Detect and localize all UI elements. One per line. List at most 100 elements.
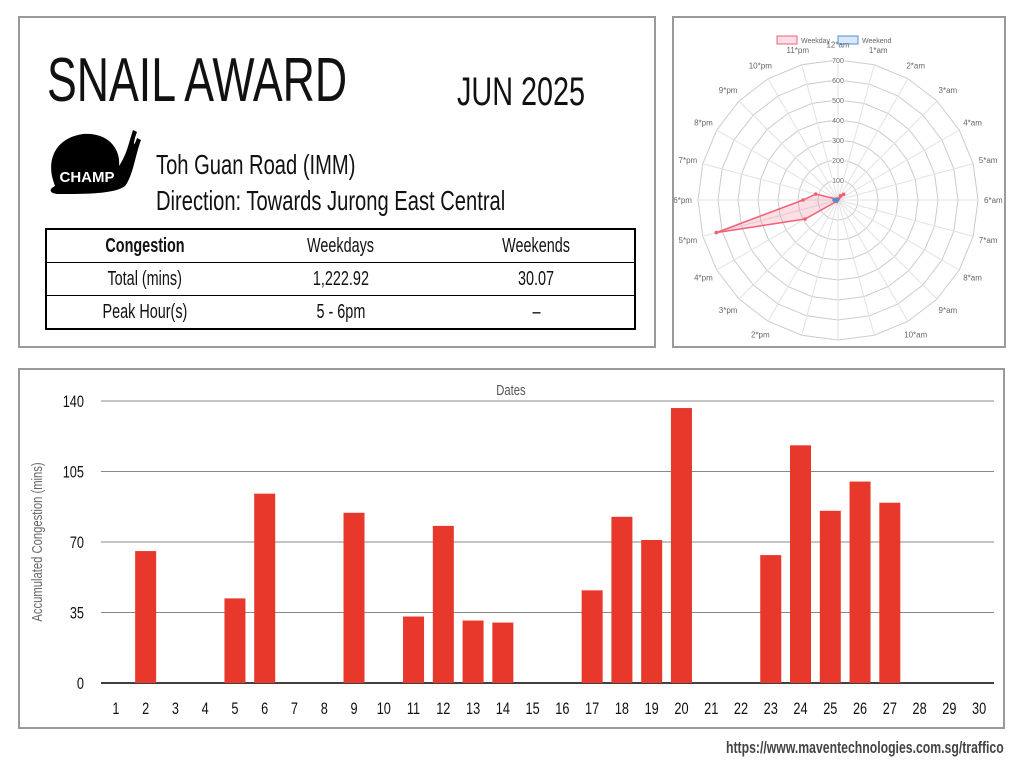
- x-tick-label: 3: [172, 699, 179, 718]
- bar: [581, 590, 603, 683]
- radar-tick-label: 400: [832, 118, 844, 125]
- radar-hour-label: 9*pm: [719, 86, 738, 95]
- radar-spoke: [716, 129, 839, 201]
- radar-hour-label: 8*pm: [694, 118, 713, 127]
- radar-point: [813, 192, 818, 196]
- radar-hour-label: 5*am: [979, 156, 998, 165]
- x-tick-label: 17: [585, 699, 599, 718]
- x-tick-label: 23: [764, 699, 778, 718]
- radar-point: [841, 192, 846, 197]
- radar-spoke: [837, 199, 974, 237]
- bar: [760, 555, 782, 683]
- road-direction: Direction: Towards Jurong East Central: [156, 185, 506, 216]
- radar-spoke: [837, 163, 974, 201]
- bar: [462, 620, 484, 683]
- bar: [849, 481, 871, 683]
- x-tick-label: 15: [526, 699, 540, 718]
- x-tick-label: 16: [555, 699, 569, 718]
- radar-spoke: [837, 199, 960, 271]
- legend-label-weekday: Weekday: [801, 38, 831, 45]
- y-axis-label: Accumulated Congestion (mins): [28, 462, 45, 621]
- radar-hour-label: 10*pm: [749, 61, 772, 70]
- radar-tick-label: 100: [832, 178, 844, 185]
- y-tick-label: 0: [77, 674, 84, 693]
- radar-spoke: [738, 100, 839, 201]
- x-tick-label: 9: [350, 699, 357, 718]
- legend-swatch-weekend: [837, 35, 859, 45]
- radar-point: [803, 217, 807, 221]
- x-tick-label: 6: [261, 699, 268, 718]
- radar-spoke: [801, 64, 839, 201]
- radar-spoke: [801, 199, 839, 336]
- x-tick-label: 14: [496, 699, 510, 718]
- table-row: Total (mins) 1,222.92 30.07: [46, 262, 635, 296]
- radar-hour-label: 1*am: [869, 46, 888, 55]
- row-label: Total (mins): [46, 262, 243, 296]
- svg-text:CHAMP: CHAMP: [60, 169, 115, 186]
- radar-hour-label: 6*am: [984, 196, 1003, 205]
- bar: [432, 525, 454, 683]
- row-label: Peak Hour(s): [46, 295, 243, 329]
- y-tick-label: 35: [70, 604, 84, 623]
- x-tick-label: 27: [883, 699, 897, 718]
- radar-hour-label: 10*am: [904, 331, 927, 340]
- radar-spoke: [837, 199, 909, 322]
- bar: [135, 551, 157, 683]
- congestion-table: Congestion Weekdays Weekends Total (mins…: [45, 228, 636, 330]
- bar: [611, 516, 633, 683]
- bar: [224, 598, 246, 683]
- header-weekends: Weekends: [502, 234, 571, 257]
- radar-hour-label: 2*am: [906, 61, 925, 70]
- x-tick-label: 20: [674, 699, 688, 718]
- radar-spoke: [837, 78, 909, 201]
- radar-hour-label: 5*pm: [679, 236, 698, 245]
- radar-hour-label: 12*am: [826, 41, 849, 50]
- radar-spoke: [837, 64, 875, 201]
- radar-hour-label: 4*pm: [694, 274, 713, 283]
- x-tick-label: 2: [142, 699, 149, 718]
- x-tick-label: 5: [231, 699, 238, 718]
- award-panel: SNAIL AWARD JUN 2025 CHAMP Toh Guan Road…: [18, 16, 656, 348]
- radar-tick-label: 500: [832, 98, 844, 105]
- radar-hour-label: 2*pm: [751, 331, 770, 340]
- award-title: SNAIL AWARD: [47, 46, 348, 115]
- x-tick-label: 18: [615, 699, 629, 718]
- radar-tick-label: 600: [832, 78, 844, 85]
- radar-hour-label: 11*pm: [787, 46, 810, 55]
- radar-hour-label: 7*am: [979, 236, 998, 245]
- bar: [790, 445, 812, 683]
- road-name: Toh Guan Road (IMM): [156, 149, 356, 180]
- radar-tick-label: 200: [832, 158, 844, 165]
- x-tick-label: 7: [291, 699, 298, 718]
- bar-panel: Dates 0 35 70 105 140 Accumulated Congestion (…: [18, 368, 1005, 729]
- radar-hour-label: 3*am: [939, 86, 958, 95]
- x-tick-label: 29: [942, 699, 956, 718]
- radar-point: [801, 198, 805, 202]
- radar-spoke: [837, 199, 875, 336]
- bar: [819, 510, 841, 683]
- snail-champ-logo: CHAMP: [50, 130, 141, 194]
- radar-spoke: [837, 199, 938, 300]
- bar: [403, 616, 425, 683]
- radar-spoke: [702, 199, 839, 237]
- weekday-total: 1,222.92: [242, 262, 439, 296]
- radar-tick-label: 300: [832, 138, 844, 145]
- radar-hour-label: 4*am: [963, 118, 982, 127]
- radar-chart: 12*am 1*am 2*am 3*am 4*am 5*am 6*am 7*am 8*am 9*a…: [673, 35, 1003, 360]
- radar-spoke: [837, 100, 938, 201]
- radar-spoke: [837, 129, 960, 201]
- x-tick-label: 1: [112, 699, 119, 718]
- radar-point: [714, 230, 719, 235]
- x-tick-label: 25: [823, 699, 837, 718]
- x-tick-label: 12: [436, 699, 450, 718]
- bar: [254, 493, 276, 683]
- footer-url[interactable]: https://www.maventechnologies.com.sg/tra…: [726, 738, 1004, 757]
- x-tick-label: 19: [645, 699, 659, 718]
- y-tick-label: 140: [63, 392, 84, 411]
- x-tick-label: 21: [704, 699, 718, 718]
- radar-point: [835, 197, 839, 202]
- x-tick-label: 30: [972, 699, 986, 718]
- radar-panel: 12*am 1*am 2*am 3*am 4*am 5*am 6*am 7*am 8*am 9*a…: [672, 16, 1006, 360]
- radar-point: [838, 193, 843, 198]
